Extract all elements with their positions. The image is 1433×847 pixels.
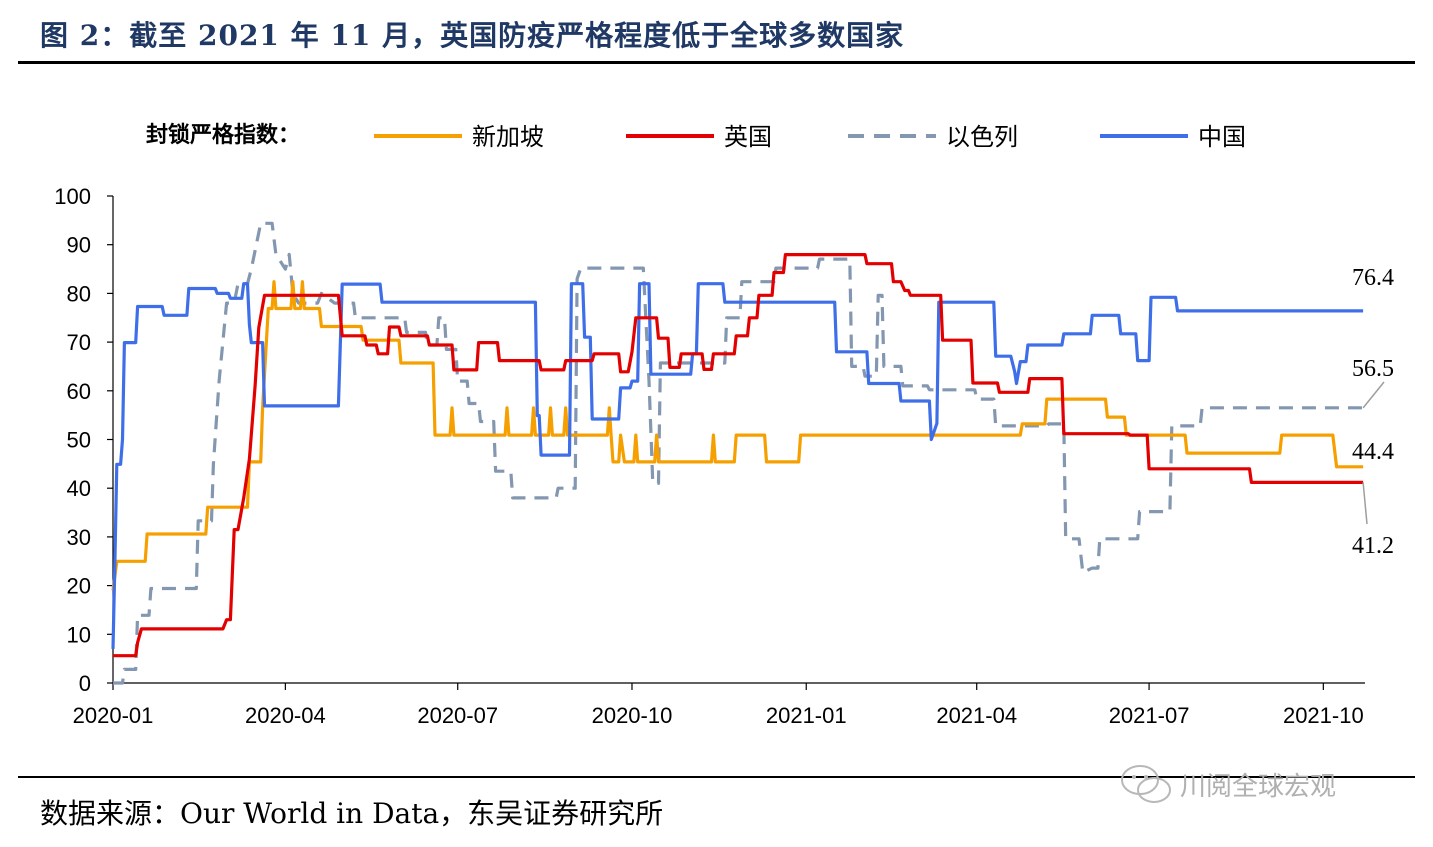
watermark: 川阅全球宏观 [1180, 772, 1337, 802]
title-rule [18, 61, 1415, 64]
source-rule [18, 776, 1415, 778]
y-tick-label: 0 [79, 671, 91, 696]
series-line-2 [113, 221, 1364, 685]
legend-label: 中国 [1198, 123, 1246, 151]
series-line-3 [111, 282, 1364, 649]
chart-series [111, 221, 1364, 685]
y-tick-label: 70 [67, 330, 91, 355]
series-line-1 [113, 253, 1364, 658]
legend-label: 以色列 [946, 123, 1018, 151]
x-tick-label: 2021-04 [936, 703, 1017, 728]
y-tick-label: 100 [54, 184, 91, 209]
end-label: 56.5 [1352, 356, 1394, 382]
leader-line [1362, 482, 1368, 525]
x-tick-label: 2021-07 [1109, 703, 1190, 728]
end-label: 76.4 [1352, 265, 1394, 291]
x-tick-label: 2020-04 [245, 703, 326, 728]
y-tick-label: 20 [67, 574, 91, 599]
x-tick-label: 2020-07 [417, 703, 498, 728]
legend-label: 新加坡 [472, 123, 544, 151]
end-labels: 44.4 41.2 56.5 76.4 [1352, 265, 1394, 559]
y-tick-label: 80 [67, 281, 91, 306]
x-tick-label: 2020-10 [592, 703, 673, 728]
y-tick-label: 10 [67, 622, 91, 647]
figure-title: 图 2：截至 2021 年 11 月，英国防疫严格程度低于全球多数国家 [40, 19, 905, 52]
leader-line [1362, 381, 1385, 409]
y-tick-label: 40 [67, 476, 91, 501]
wechat-icon [1121, 765, 1171, 803]
x-tick-label: 2021-10 [1283, 703, 1364, 728]
legend-label: 英国 [724, 123, 772, 151]
legend-title: 封锁严格指数： [146, 122, 300, 148]
end-label: 44.4 [1352, 439, 1394, 465]
y-tick-label: 90 [67, 233, 91, 258]
y-tick-label: 30 [67, 525, 91, 550]
chart-axes: 0 10 20 30 40 50 60 70 80 90 100 2020-01 2020-04 2020… [54, 184, 1365, 728]
x-tick-label: 2021-01 [766, 703, 847, 728]
series-line-0 [111, 280, 1364, 591]
legend: 封锁严格指数： 新加坡 英国 以色列 中国 [146, 122, 1246, 151]
y-tick-label: 60 [67, 379, 91, 404]
end-label: 41.2 [1352, 533, 1394, 559]
x-tick-label: 2020-01 [73, 703, 154, 728]
line-chart: 封锁严格指数： 新加坡 英国 以色列 中国 0 10 20 30 40 50 60 70 80 90 10… [54, 122, 1394, 728]
data-source-note: 数据来源：Our World in Data，东吴证券研究所 [40, 797, 664, 830]
y-tick-label: 50 [67, 428, 91, 453]
